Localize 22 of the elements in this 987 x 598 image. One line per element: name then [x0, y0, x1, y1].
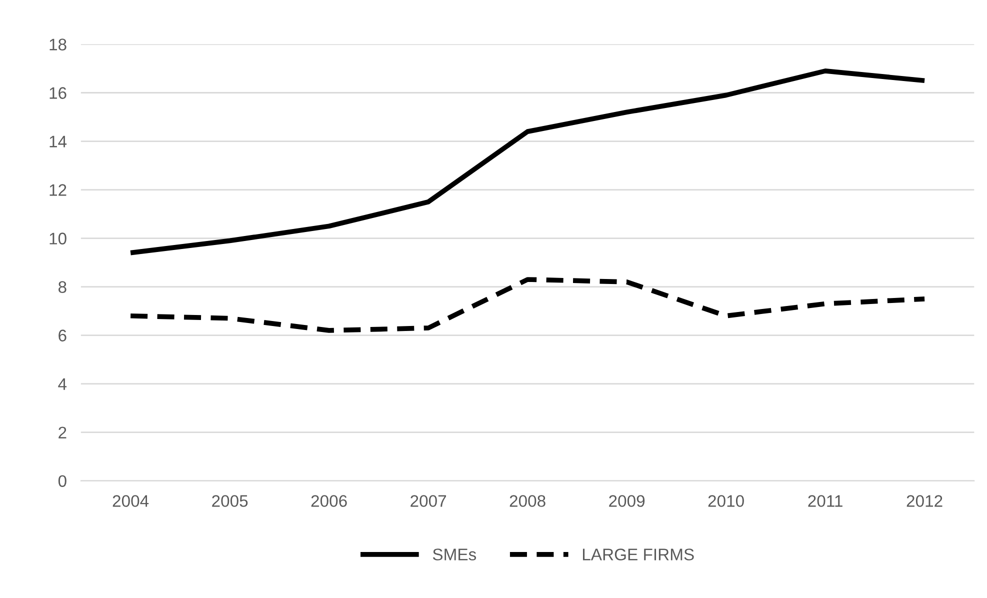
legend-label: LARGE FIRMS: [582, 548, 694, 560]
y-tick-label: 10: [50, 232, 66, 244]
x-tick-label: 2009: [609, 495, 645, 507]
y-tick-label: 6: [58, 330, 66, 342]
line-series: [128, 68, 927, 256]
x-tick-label: 2007: [410, 495, 446, 507]
x-tick-label: 2006: [311, 495, 347, 507]
y-tick-label: 18: [50, 38, 66, 50]
y-tick-label: 14: [50, 136, 67, 148]
y-tick-label: 0: [58, 475, 66, 487]
x-tick-label: 2011: [808, 495, 842, 507]
y-tick-label: 2: [58, 426, 66, 438]
x-tick-label: 2010: [708, 495, 744, 507]
y-tick-label: 4: [58, 378, 67, 390]
x-tick-label: 2005: [212, 495, 248, 507]
legend-label: SMEs: [432, 548, 476, 560]
y-tick-label: 8: [58, 281, 66, 293]
x-tick-label: 2008: [510, 495, 546, 507]
y-tick-label: 12: [50, 184, 66, 196]
y-tick-label: 16: [50, 87, 66, 99]
x-tick-label: 2004: [112, 495, 149, 507]
x-tick-label: 2012: [906, 495, 942, 507]
